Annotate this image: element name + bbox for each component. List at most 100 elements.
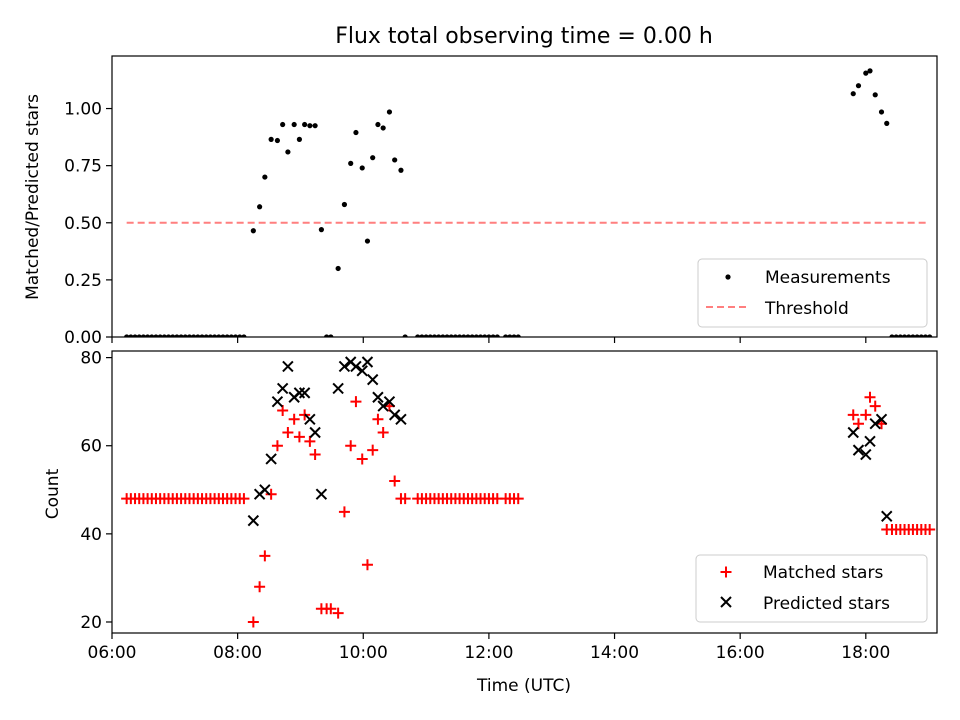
top-y-tick-label: 0.00 xyxy=(64,328,102,348)
bottom-y-tick-label: 80 xyxy=(80,349,102,369)
measurement-point xyxy=(291,121,297,128)
measurement-point xyxy=(178,334,184,337)
matched-stars-point xyxy=(512,493,524,505)
predicted-stars-point xyxy=(298,387,311,399)
measurement-point xyxy=(307,123,313,129)
matched-stars-point xyxy=(282,427,294,439)
measurement-point xyxy=(402,334,408,337)
measurement-point xyxy=(511,334,517,337)
top-y-axis-label: Matched/Predicted stars xyxy=(23,94,43,300)
measurement-point xyxy=(257,204,263,210)
measurements-legend-marker xyxy=(725,274,731,280)
matched-stars-point xyxy=(293,431,305,443)
predicted-stars-point xyxy=(338,360,351,373)
top-axes-frame xyxy=(111,55,938,338)
predicted-stars-point xyxy=(881,510,893,522)
measurement-point xyxy=(884,120,890,126)
matched-stars-point xyxy=(247,616,259,628)
measurement-point xyxy=(149,334,155,337)
measurement-point xyxy=(427,334,433,337)
measurement-point xyxy=(268,136,274,142)
measurement-point xyxy=(893,334,899,337)
measurement-point xyxy=(503,334,509,337)
matched-stars-point xyxy=(852,418,864,430)
measurement-point xyxy=(386,109,393,115)
measurement-point xyxy=(431,334,438,337)
predicted-stars-point xyxy=(847,426,859,439)
top-plot-panel: 0.00 0.25 0.50 0.75 1.00 xyxy=(64,55,938,348)
measurement-point xyxy=(364,238,371,244)
matched-stars-point xyxy=(288,413,300,425)
predicted-stars-point xyxy=(869,417,881,430)
measurement-point xyxy=(456,334,463,337)
measurement-point xyxy=(203,334,209,337)
bottom-x-tick-label: 12:00 xyxy=(464,643,513,663)
matched-stars-point xyxy=(309,449,321,461)
matched-stars-point xyxy=(304,435,316,447)
matched-stars-point xyxy=(350,396,362,408)
measurement-point xyxy=(878,109,885,115)
measurement-point xyxy=(370,155,376,161)
predicted-stars-point xyxy=(864,435,876,448)
measurement-point xyxy=(228,334,234,337)
measurement-point xyxy=(507,334,513,337)
measurement-point xyxy=(262,174,268,180)
predicted-stars-legend-marker xyxy=(720,596,732,608)
measurement-point xyxy=(918,334,924,337)
predicted-stars-point xyxy=(356,365,368,377)
bottom-x-axis-label: Time (UTC) xyxy=(476,676,571,696)
measurement-point xyxy=(140,334,147,337)
predicted-stars-point xyxy=(282,360,294,373)
matched-stars-point xyxy=(356,453,368,465)
matched-stars-point xyxy=(277,404,289,416)
predicted-stars-point xyxy=(315,488,328,500)
measurement-point xyxy=(855,83,862,89)
measurement-point xyxy=(124,334,130,337)
measurement-point xyxy=(341,201,348,208)
measurement-point xyxy=(199,334,205,337)
predicted-stars-point xyxy=(309,426,321,439)
measurement-point xyxy=(927,334,933,337)
predicted-stars-point xyxy=(259,484,271,496)
top-y-tick-label: 1.00 xyxy=(64,100,102,120)
predicted-stars-point xyxy=(271,395,284,408)
predicted-stars-point xyxy=(372,391,384,403)
measurement-point xyxy=(482,334,488,337)
measurement-point xyxy=(165,334,172,337)
matched-stars-point xyxy=(869,400,881,412)
top-series-measurements xyxy=(124,68,933,337)
predicted-stars-point xyxy=(366,373,379,386)
matched-stars-point xyxy=(345,440,357,452)
measurement-point xyxy=(490,334,496,337)
matched-stars-point xyxy=(864,391,876,403)
predicted-stars-point xyxy=(388,409,401,421)
predicted-stars-point xyxy=(377,400,389,412)
bottom-y-tick-label: 20 xyxy=(80,613,102,633)
predicted-stars-point xyxy=(276,382,289,395)
measurement-point xyxy=(237,334,243,337)
predicted-stars-point xyxy=(361,356,374,368)
matched-stars-point xyxy=(332,607,344,619)
matched-stars-point xyxy=(377,427,389,439)
measurement-point xyxy=(241,334,247,337)
measurement-point xyxy=(216,334,222,337)
measurement-point xyxy=(469,334,475,337)
predicted-stars-point xyxy=(852,444,865,456)
measurement-point xyxy=(850,91,856,97)
measurement-point xyxy=(448,334,454,337)
measurement-point xyxy=(922,334,929,337)
measurement-point xyxy=(312,123,318,129)
top-y-tick-label: 0.75 xyxy=(64,157,102,177)
measurement-point xyxy=(415,334,421,337)
matched-stars-point xyxy=(847,409,859,421)
measurement-point xyxy=(128,334,134,337)
measurement-point xyxy=(353,129,359,136)
measurement-point xyxy=(872,92,878,98)
measurement-point xyxy=(494,334,500,337)
measurement-point xyxy=(398,167,404,173)
measurement-point xyxy=(473,334,479,337)
measurement-point xyxy=(274,137,281,144)
top-legend-frame xyxy=(697,258,928,328)
measurement-point xyxy=(220,334,226,337)
